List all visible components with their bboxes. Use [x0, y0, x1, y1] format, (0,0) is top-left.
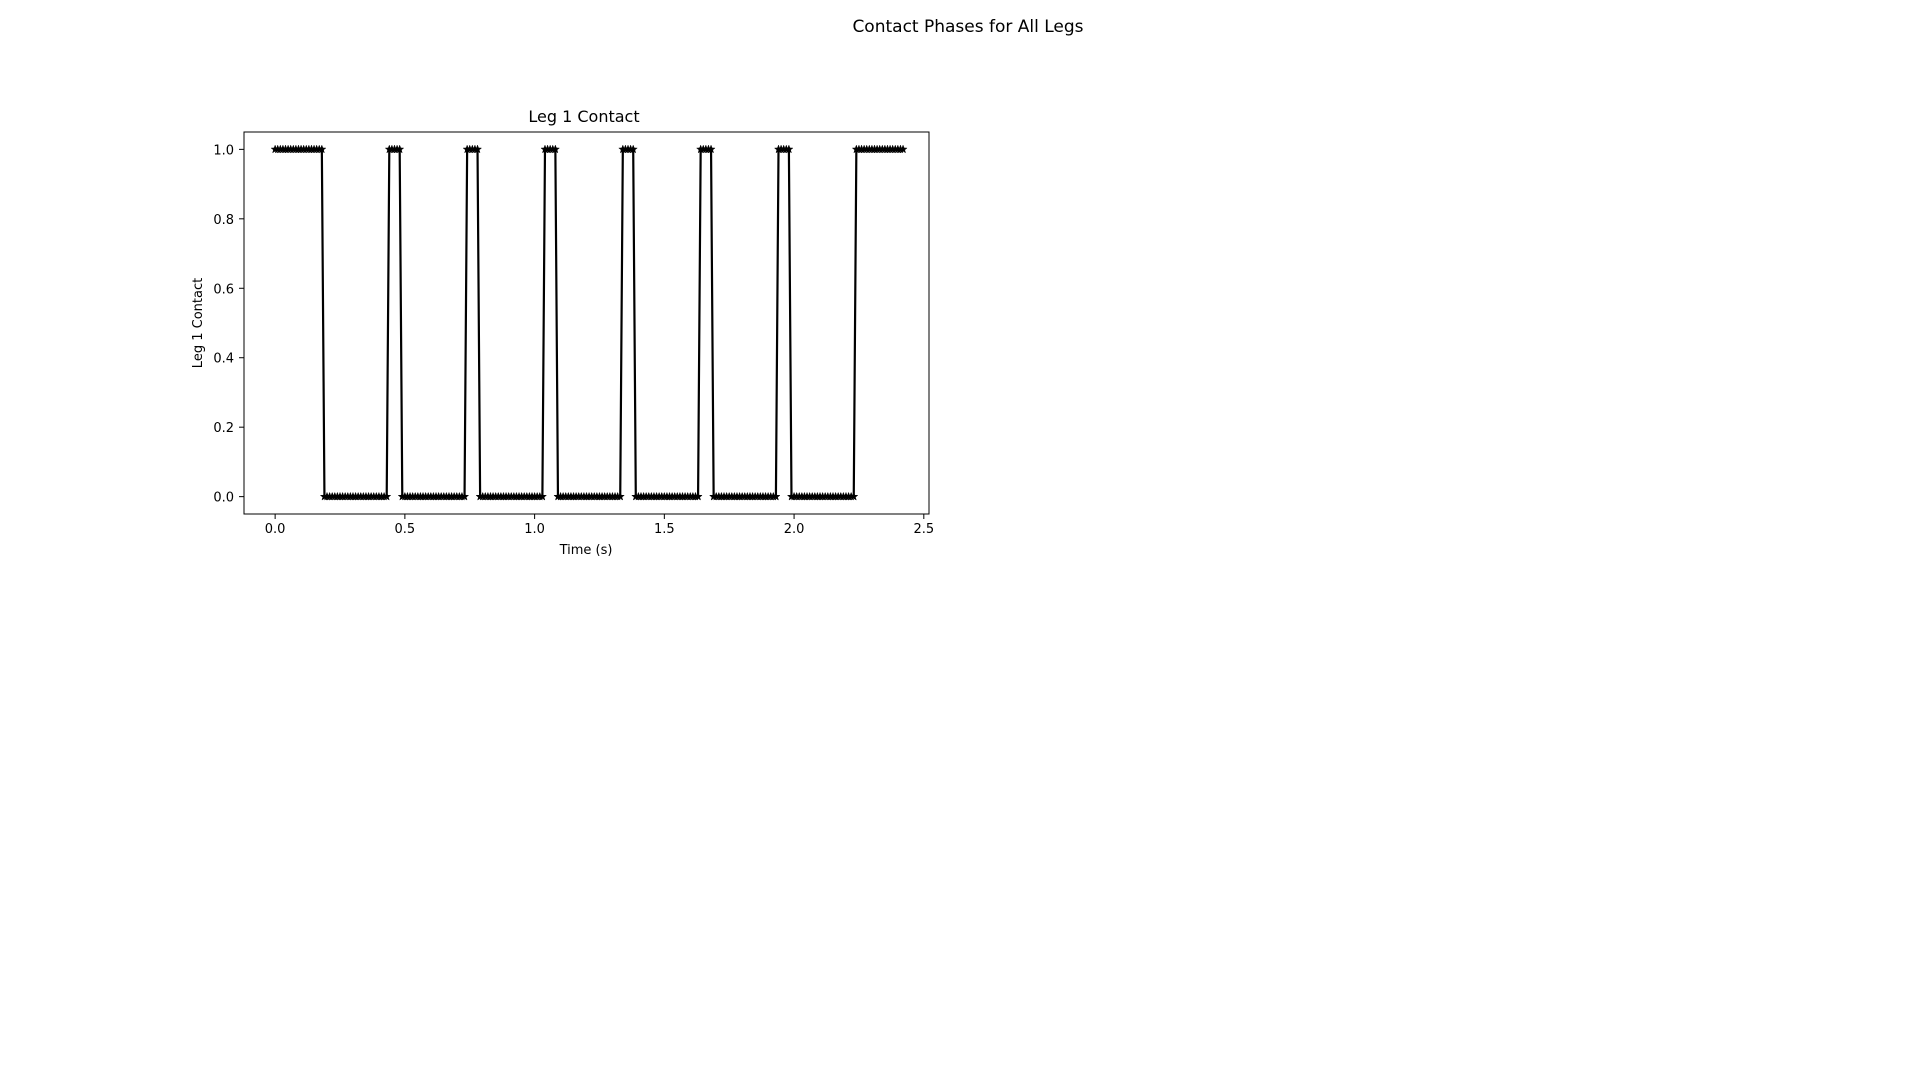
data-point-marker — [395, 144, 405, 154]
x-axis: 0.0 0.5 1.0 1.5 2.0 2.5 — [265, 514, 934, 537]
data-point-marker — [317, 144, 327, 154]
plot-area — [270, 144, 908, 501]
x-tick-label: 0.0 — [265, 522, 286, 537]
x-tick-label: 2.0 — [784, 522, 805, 537]
x-tick-label: 1.5 — [654, 522, 675, 537]
data-point-marker — [382, 491, 392, 501]
y-tick-label: 1.0 — [213, 143, 234, 158]
data-point-marker — [693, 491, 703, 501]
y-tick-label: 0.6 — [213, 282, 234, 297]
figure-suptitle: Contact Phases for All Legs — [852, 17, 1084, 37]
x-axis-label: Time (s) — [559, 543, 613, 558]
y-axis: 0.0 0.2 0.4 0.6 0.8 1.0 — [213, 143, 244, 506]
data-point-marker — [706, 144, 716, 154]
axes-title: Leg 1 Contact — [528, 107, 639, 126]
axes-frame — [243, 131, 930, 515]
data-point-marker — [459, 491, 470, 501]
data-point-marker — [849, 491, 859, 501]
data-point-marker — [771, 491, 781, 501]
data-point-marker — [537, 491, 548, 501]
data-point-marker — [472, 144, 483, 154]
y-tick-label: 0.0 — [213, 491, 234, 506]
data-point-marker — [550, 144, 561, 154]
y-tick-label: 0.8 — [213, 213, 234, 228]
data-point-marker — [784, 144, 794, 154]
axes-leg-1: Leg 1 Contact 0.0 0.5 1.0 1.5 2.0 2.5 0.00.20… — [191, 107, 934, 558]
data-point-marker — [628, 144, 638, 154]
x-tick-label: 1.0 — [524, 522, 545, 537]
x-tick-label: 2.5 — [913, 522, 934, 537]
series-line-leg-1 — [275, 148, 904, 498]
data-point-marker — [615, 491, 625, 501]
data-point-marker — [898, 144, 908, 154]
x-tick-label: 0.5 — [395, 522, 416, 537]
y-axis-label: Leg 1 Contact — [191, 278, 206, 368]
y-tick-label: 0.2 — [213, 421, 234, 436]
y-tick-label: 0.4 — [213, 352, 234, 367]
